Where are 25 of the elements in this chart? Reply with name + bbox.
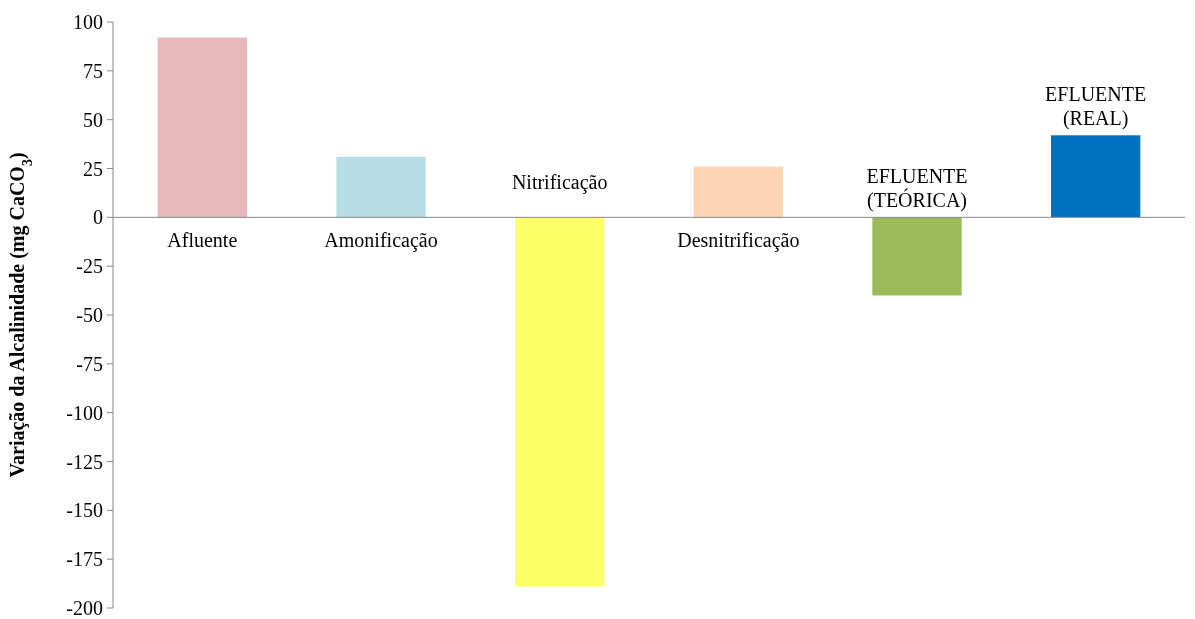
x-tick-label: Nitrificação [511,171,608,195]
y-tick-label: -125 [66,450,103,473]
y-tick-label: 25 [83,157,103,180]
y-tick-label: -175 [66,548,103,571]
bar [693,166,783,218]
y-tick-label: -25 [76,255,103,278]
x-tick-label: Desnitrificação [677,229,800,253]
y-tick-label: 75 [83,59,103,82]
bar [157,37,247,218]
y-tick-label: -75 [76,352,103,375]
x-tick-label: EFLUENTE (TEÓRICA) [866,165,968,213]
bar [872,217,962,296]
y-tick-label: -50 [76,304,103,326]
y-tick-label: 0 [93,206,103,229]
bar [515,217,605,587]
y-tick-label: 100 [73,11,103,33]
y-tick-label: 50 [83,108,103,131]
x-tick-label: EFLUENTE (REAL) [1045,83,1147,131]
y-tick-label: -100 [66,401,103,424]
y-tick-label: -200 [66,597,103,619]
x-tick-label: Afluente [167,229,238,252]
y-tick-label: -150 [66,499,103,522]
x-tick-label: Amonificação [324,229,438,253]
bar [1051,135,1141,218]
bar [336,156,426,218]
